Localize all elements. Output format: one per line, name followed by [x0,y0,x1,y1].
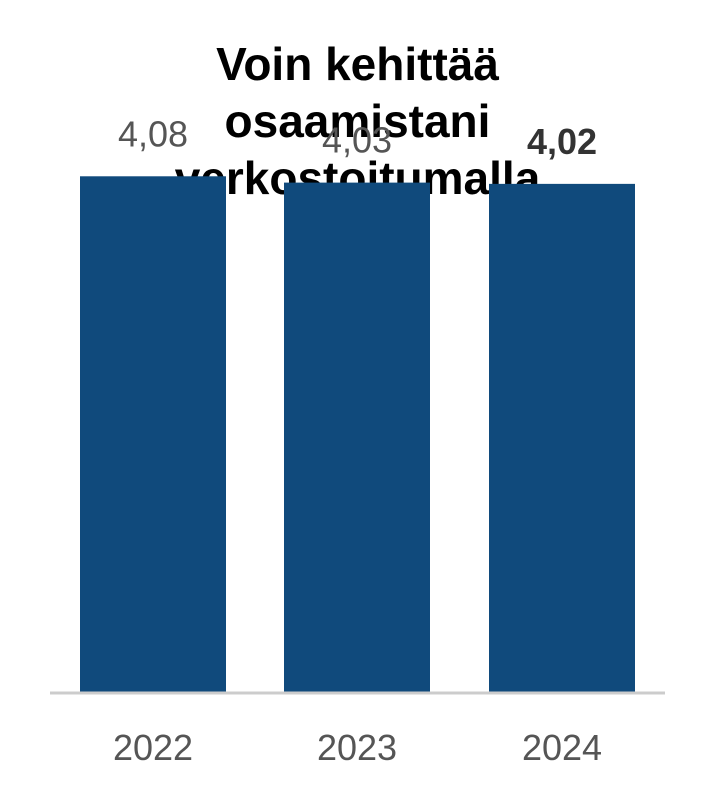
value-label-2022: 4,08 [118,113,188,154]
bar-2024 [489,183,635,692]
bar-2022 [80,176,226,693]
category-label-2022: 2022 [113,727,193,768]
bar-2023 [284,182,430,692]
chart-title-line-2: osaamistani [224,95,491,147]
value-label-2023: 4,03 [322,120,392,161]
chart-title-line-1: Voin kehittää [216,38,499,90]
value-label-2024: 4,02 [527,121,597,162]
category-label-2023: 2023 [317,727,397,768]
category-label-2024: 2024 [522,727,602,768]
chart-title: Voin kehittää osaamistani verkostoitumal… [0,36,715,207]
